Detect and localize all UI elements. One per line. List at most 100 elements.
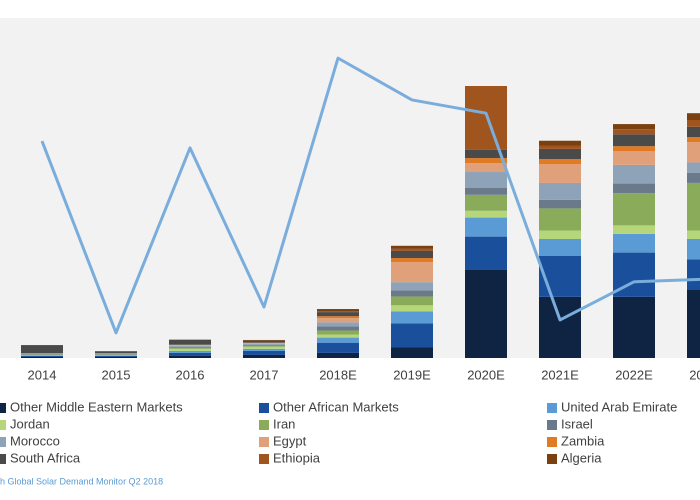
bar-segment bbox=[465, 158, 507, 164]
bar-segment bbox=[613, 233, 655, 253]
bar-segment bbox=[169, 339, 211, 345]
bar-segment bbox=[317, 342, 359, 353]
bar-segment bbox=[21, 353, 63, 354]
bar-segment bbox=[243, 346, 285, 349]
bar-segment bbox=[391, 250, 433, 259]
legend-label: Other Middle Eastern Markets bbox=[10, 399, 183, 414]
bar-segment bbox=[613, 151, 655, 165]
bar-segment bbox=[21, 345, 63, 354]
bar-segment bbox=[613, 296, 655, 358]
bar-segment bbox=[21, 356, 63, 358]
bar-segment bbox=[21, 355, 63, 356]
bar-segment bbox=[169, 346, 211, 348]
legend-swatch bbox=[259, 454, 269, 464]
bar-segment bbox=[687, 113, 700, 120]
legend-label: Algeria bbox=[561, 450, 602, 465]
bar-segment bbox=[613, 183, 655, 194]
bar-segment bbox=[391, 282, 433, 291]
bar-segment bbox=[317, 311, 359, 313]
bar-segment bbox=[169, 352, 211, 356]
bar-segment bbox=[465, 269, 507, 358]
bar-segment bbox=[613, 225, 655, 234]
bar-segment bbox=[613, 134, 655, 147]
legend-swatch bbox=[547, 403, 557, 413]
bar-segment bbox=[465, 210, 507, 218]
legend-swatch bbox=[0, 454, 6, 464]
plot-background bbox=[0, 18, 700, 358]
bar-segment bbox=[169, 345, 211, 347]
bar-segment bbox=[317, 316, 359, 319]
bar-segment bbox=[169, 350, 211, 353]
x-tick-label: 2020E bbox=[467, 367, 505, 382]
bar-segment bbox=[21, 354, 63, 356]
legend-swatch bbox=[259, 420, 269, 430]
bar-segment bbox=[465, 188, 507, 195]
bar-segment bbox=[539, 239, 581, 256]
bar-segment bbox=[391, 262, 433, 283]
legend-swatch bbox=[547, 420, 557, 430]
bar-segment bbox=[687, 162, 700, 173]
bar-segment bbox=[317, 326, 359, 331]
bar-segment bbox=[21, 355, 63, 357]
bar-segment bbox=[391, 323, 433, 348]
bar-segment bbox=[613, 164, 655, 184]
legend-label: South Africa bbox=[10, 450, 81, 465]
legend-swatch bbox=[0, 420, 6, 430]
legend-label: Zambia bbox=[561, 433, 605, 448]
bar-segment bbox=[317, 337, 359, 343]
bar-segment bbox=[95, 351, 137, 354]
x-tick-label: 2021E bbox=[541, 367, 579, 382]
bar-segment bbox=[539, 208, 581, 231]
bar-segment bbox=[391, 248, 433, 251]
bar-segment bbox=[317, 309, 359, 312]
bar-segment bbox=[613, 124, 655, 130]
x-tick-label: 2019E bbox=[393, 367, 431, 382]
bar-segment bbox=[465, 172, 507, 188]
bar-segment bbox=[391, 311, 433, 324]
legend-label: Egypt bbox=[273, 433, 307, 448]
x-tick-label: 2015 bbox=[102, 367, 131, 382]
x-tick-label: 2018E bbox=[319, 367, 357, 382]
bar-segment bbox=[169, 344, 211, 346]
legend-label: Morocco bbox=[10, 433, 60, 448]
bar-segment bbox=[539, 230, 581, 239]
legend-swatch bbox=[259, 403, 269, 413]
bar-segment bbox=[687, 172, 700, 183]
legend-label: United Arab Emirate bbox=[561, 399, 677, 414]
bar-segment bbox=[243, 343, 285, 345]
bar-segment bbox=[539, 148, 581, 160]
legend-label: Other African Markets bbox=[273, 399, 399, 414]
bar-segment bbox=[243, 339, 285, 341]
bar-segment bbox=[243, 342, 285, 344]
bar-segment bbox=[95, 356, 137, 358]
bar-segment bbox=[465, 149, 507, 159]
legend-label: Jordan bbox=[10, 416, 50, 431]
bar-segment bbox=[317, 318, 359, 323]
legend-swatch bbox=[0, 403, 6, 413]
bar-segment bbox=[243, 340, 285, 343]
bar-segment bbox=[95, 353, 137, 355]
x-tick-label: 2014 bbox=[28, 367, 57, 382]
bar-segment bbox=[613, 129, 655, 135]
bar-segment bbox=[169, 347, 211, 349]
bar-segment bbox=[95, 353, 137, 354]
bar-segment bbox=[687, 230, 700, 239]
bar-segment bbox=[317, 330, 359, 335]
bar-segment bbox=[169, 355, 211, 358]
bar-segment bbox=[687, 142, 700, 163]
legend-label: Ethiopia bbox=[273, 450, 321, 465]
legend-swatch bbox=[547, 437, 557, 447]
bar-segment bbox=[687, 182, 700, 231]
legend-label: Israel bbox=[561, 416, 593, 431]
bar-segment bbox=[539, 199, 581, 209]
legend-label: Iran bbox=[273, 416, 295, 431]
legend-swatch bbox=[259, 437, 269, 447]
bar-segment bbox=[539, 164, 581, 183]
bar-segment bbox=[391, 305, 433, 312]
bar-segment bbox=[465, 86, 507, 150]
bar-segment bbox=[687, 120, 700, 127]
x-tick-label: 2023E bbox=[689, 367, 700, 382]
bar-segment bbox=[539, 145, 581, 149]
bar-segment bbox=[465, 194, 507, 211]
